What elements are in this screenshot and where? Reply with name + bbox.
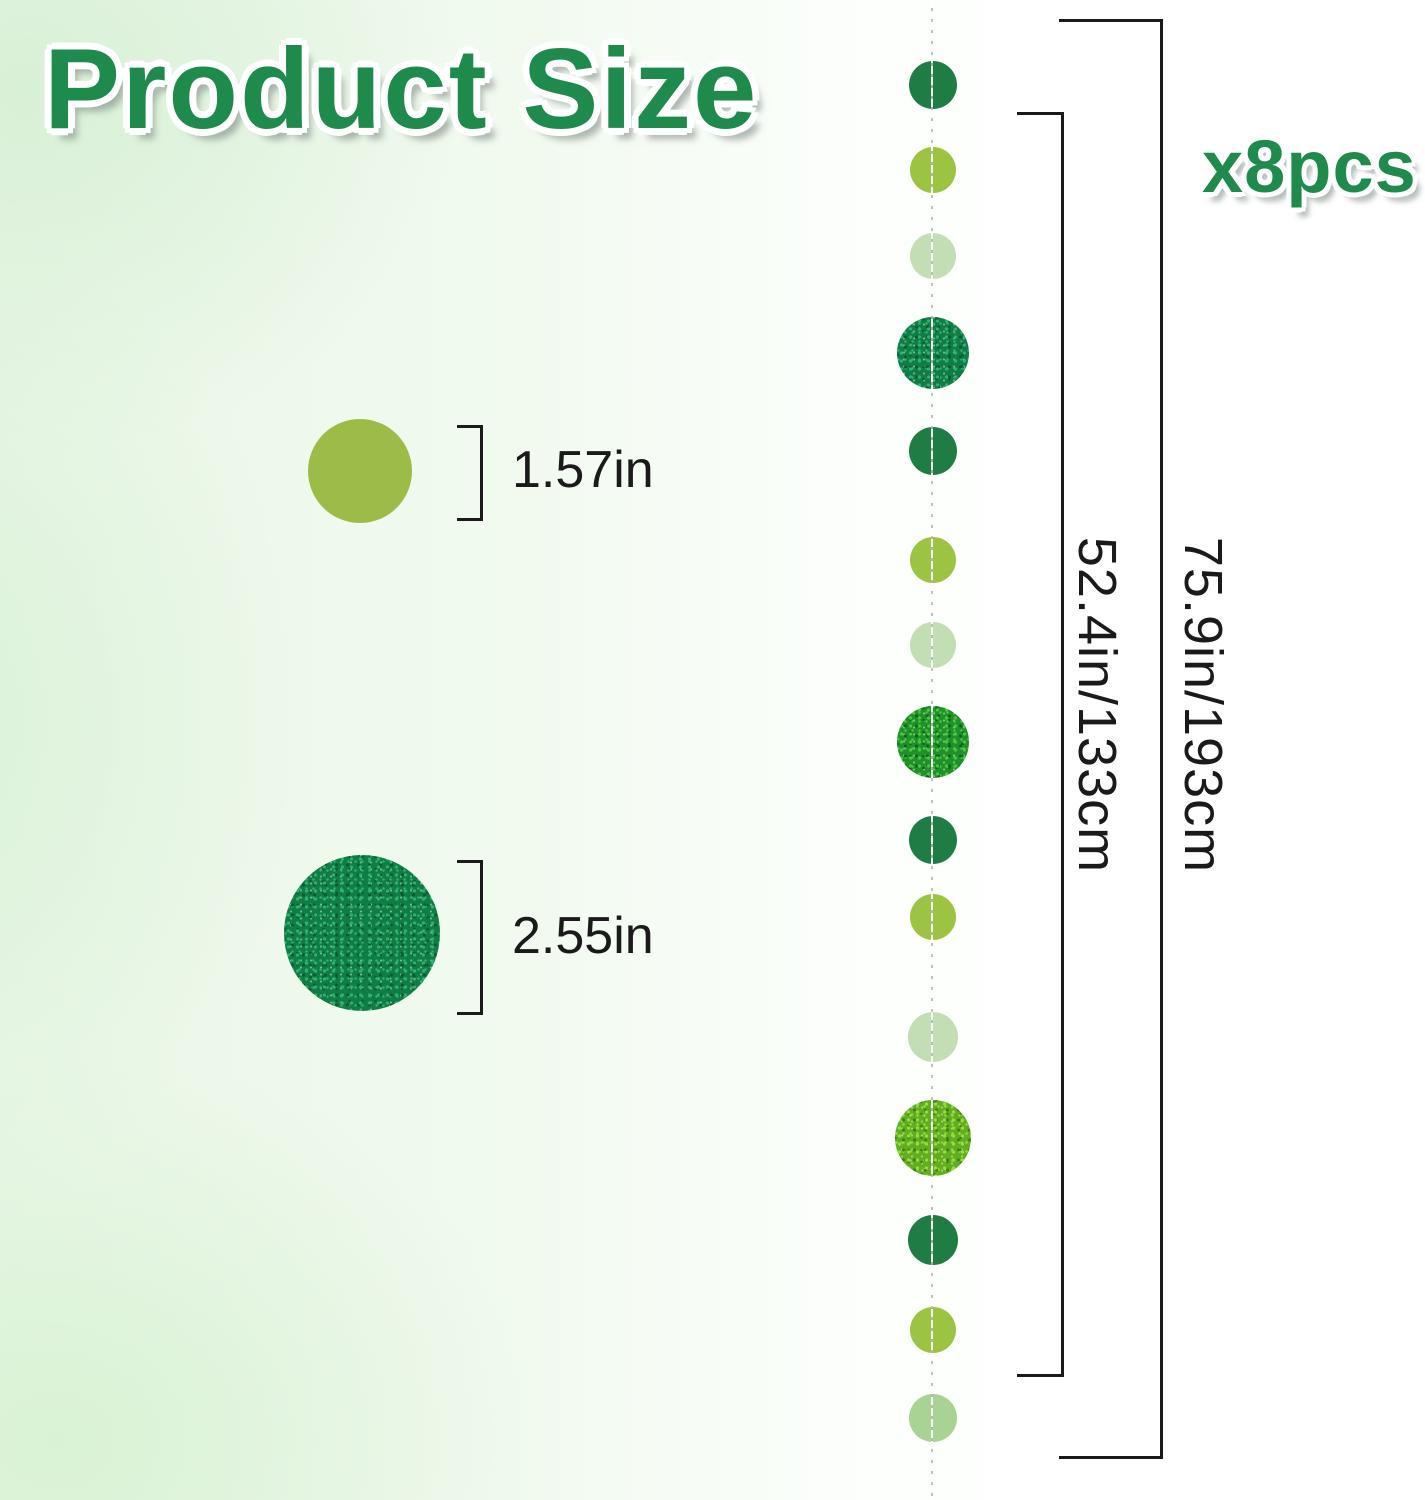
garland-circle xyxy=(910,537,956,583)
garland-circle xyxy=(908,1215,958,1265)
page-title: Product Size xyxy=(44,26,759,153)
garland-circle xyxy=(909,816,957,864)
total-length-label: 75.9in/193cm xyxy=(1173,536,1233,874)
size-bracket-small xyxy=(457,425,483,521)
garland-length-label: 52.4in/133cm xyxy=(1067,536,1127,874)
size-bracket-large xyxy=(457,860,483,1015)
garland-circle xyxy=(910,894,956,940)
sample-circle-small xyxy=(308,419,412,523)
quantity-label: x8pcs xyxy=(1202,125,1417,208)
garland-length-bracket xyxy=(1017,112,1064,1377)
garland-circle xyxy=(908,1012,958,1062)
garland-circle xyxy=(910,233,956,279)
total-length-bracket xyxy=(1059,19,1163,1459)
garland-circle xyxy=(910,1307,956,1353)
garland-circle xyxy=(910,622,956,668)
garland-circle xyxy=(897,706,969,778)
garland-circle xyxy=(895,1100,971,1176)
garland-circle xyxy=(909,61,957,109)
size-label-small: 1.57in xyxy=(512,441,654,499)
size-label-large: 2.55in xyxy=(512,907,654,965)
garland-circle xyxy=(910,147,956,193)
garland-circle xyxy=(909,1394,957,1442)
garland-circle xyxy=(897,317,969,389)
garland-string xyxy=(931,0,933,1500)
sample-circle-large xyxy=(284,855,440,1011)
garland-circle xyxy=(909,427,957,475)
